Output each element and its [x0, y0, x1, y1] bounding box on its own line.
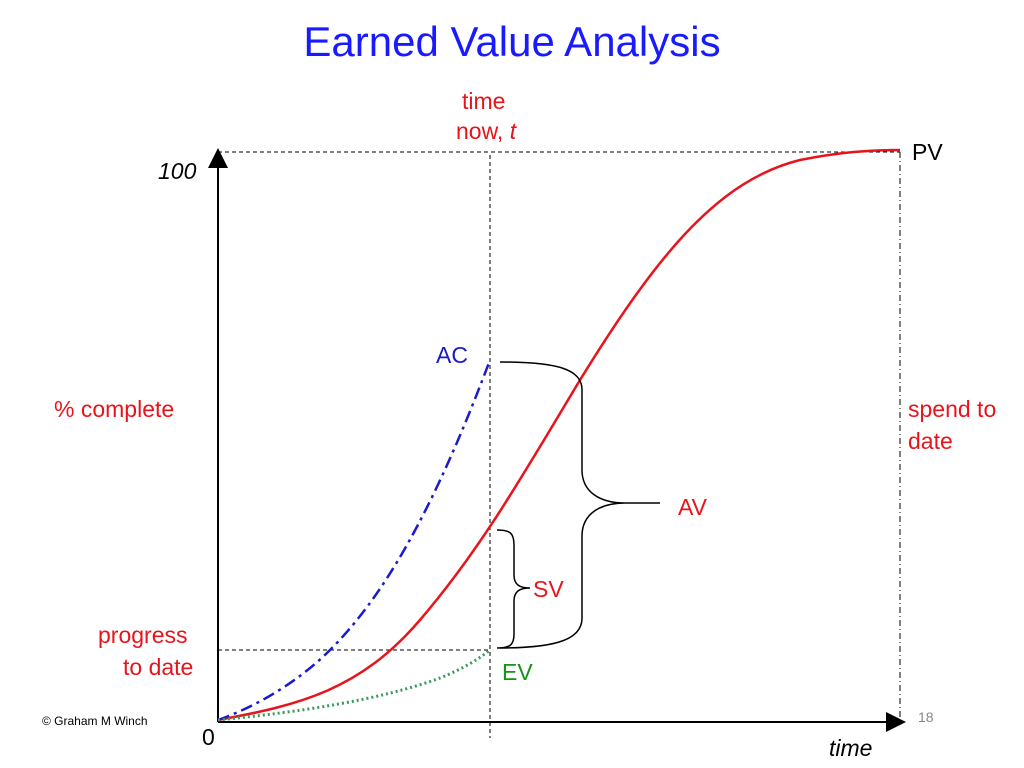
sv-label: SV [533, 576, 564, 602]
sv-brace [496, 529, 531, 649]
y-axis-label: % complete [54, 396, 175, 422]
ev-curve [217, 648, 491, 722]
page-title: Earned Value Analysis [303, 18, 721, 65]
av-label: AV [678, 494, 707, 520]
progress-label-line2: to date [123, 654, 194, 680]
ac-label: AC [436, 342, 468, 368]
ac-curve [217, 359, 492, 722]
spend-label-line2: date [908, 428, 953, 454]
pv-curve [217, 148, 901, 722]
pv-label: PV [912, 139, 943, 165]
ev-label: EV [502, 659, 533, 685]
progress-label-line1: progress [98, 622, 188, 648]
av-brace [499, 361, 660, 649]
time-now-label-line1: time [462, 88, 506, 114]
spend-label-line1: spend to [908, 396, 997, 422]
x-axis-label: time [829, 735, 873, 761]
page-number: 18 [918, 709, 934, 725]
y-axis-top-tick: 100 [158, 158, 197, 184]
origin-label: 0 [202, 724, 215, 750]
copyright-notice: © Graham M Winch [42, 714, 148, 728]
time-now-label-line2: now, t [456, 118, 517, 144]
